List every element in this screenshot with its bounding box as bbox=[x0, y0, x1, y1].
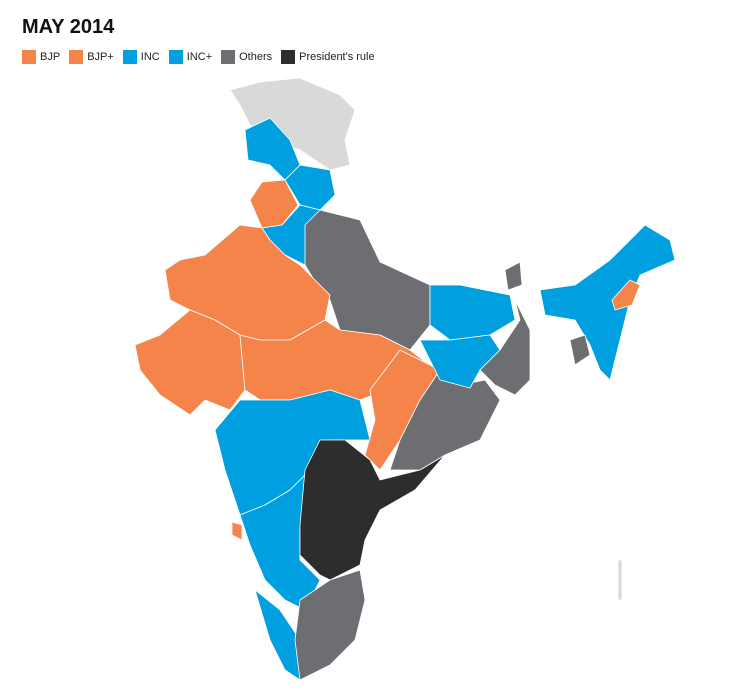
legend-item: BJP bbox=[22, 50, 60, 64]
legend-item: INC bbox=[122, 50, 160, 64]
legend-swatch bbox=[281, 50, 296, 64]
legend-swatch bbox=[122, 50, 137, 64]
northeast bbox=[539, 224, 676, 381]
gujarat bbox=[134, 309, 246, 416]
legend-label: President's rule bbox=[299, 51, 375, 63]
odisha bbox=[389, 369, 501, 471]
legend-item: Others bbox=[221, 50, 272, 64]
legend-swatch bbox=[221, 50, 236, 64]
legend-label: BJP+ bbox=[87, 51, 114, 63]
bihar bbox=[429, 284, 516, 341]
map-title: MAY 2014 bbox=[22, 16, 115, 38]
legend-swatch bbox=[168, 50, 183, 64]
legend-swatch bbox=[22, 50, 36, 64]
legend-label: BJP bbox=[40, 51, 61, 63]
legend-item: President's rule bbox=[281, 50, 375, 64]
meghalaya bbox=[569, 334, 591, 366]
sikkim bbox=[504, 261, 523, 291]
legend-swatch bbox=[69, 50, 84, 64]
west-bengal bbox=[479, 299, 531, 396]
legend-label: Others bbox=[239, 51, 273, 63]
karnataka bbox=[239, 469, 321, 611]
goa bbox=[231, 521, 243, 541]
legend: BJP BJP+ INC INC+ Others President's rule bbox=[22, 50, 375, 64]
jammu-kashmir bbox=[229, 77, 356, 171]
nagaland bbox=[611, 279, 641, 311]
legend-label: INC bbox=[140, 51, 160, 63]
legend-item: INC+ bbox=[168, 50, 213, 64]
legend-label: INC+ bbox=[186, 51, 213, 63]
islands bbox=[617, 559, 623, 601]
andhra-pradesh bbox=[299, 439, 446, 581]
tamil-nadu bbox=[294, 569, 366, 681]
legend-item: BJP+ bbox=[69, 50, 114, 64]
